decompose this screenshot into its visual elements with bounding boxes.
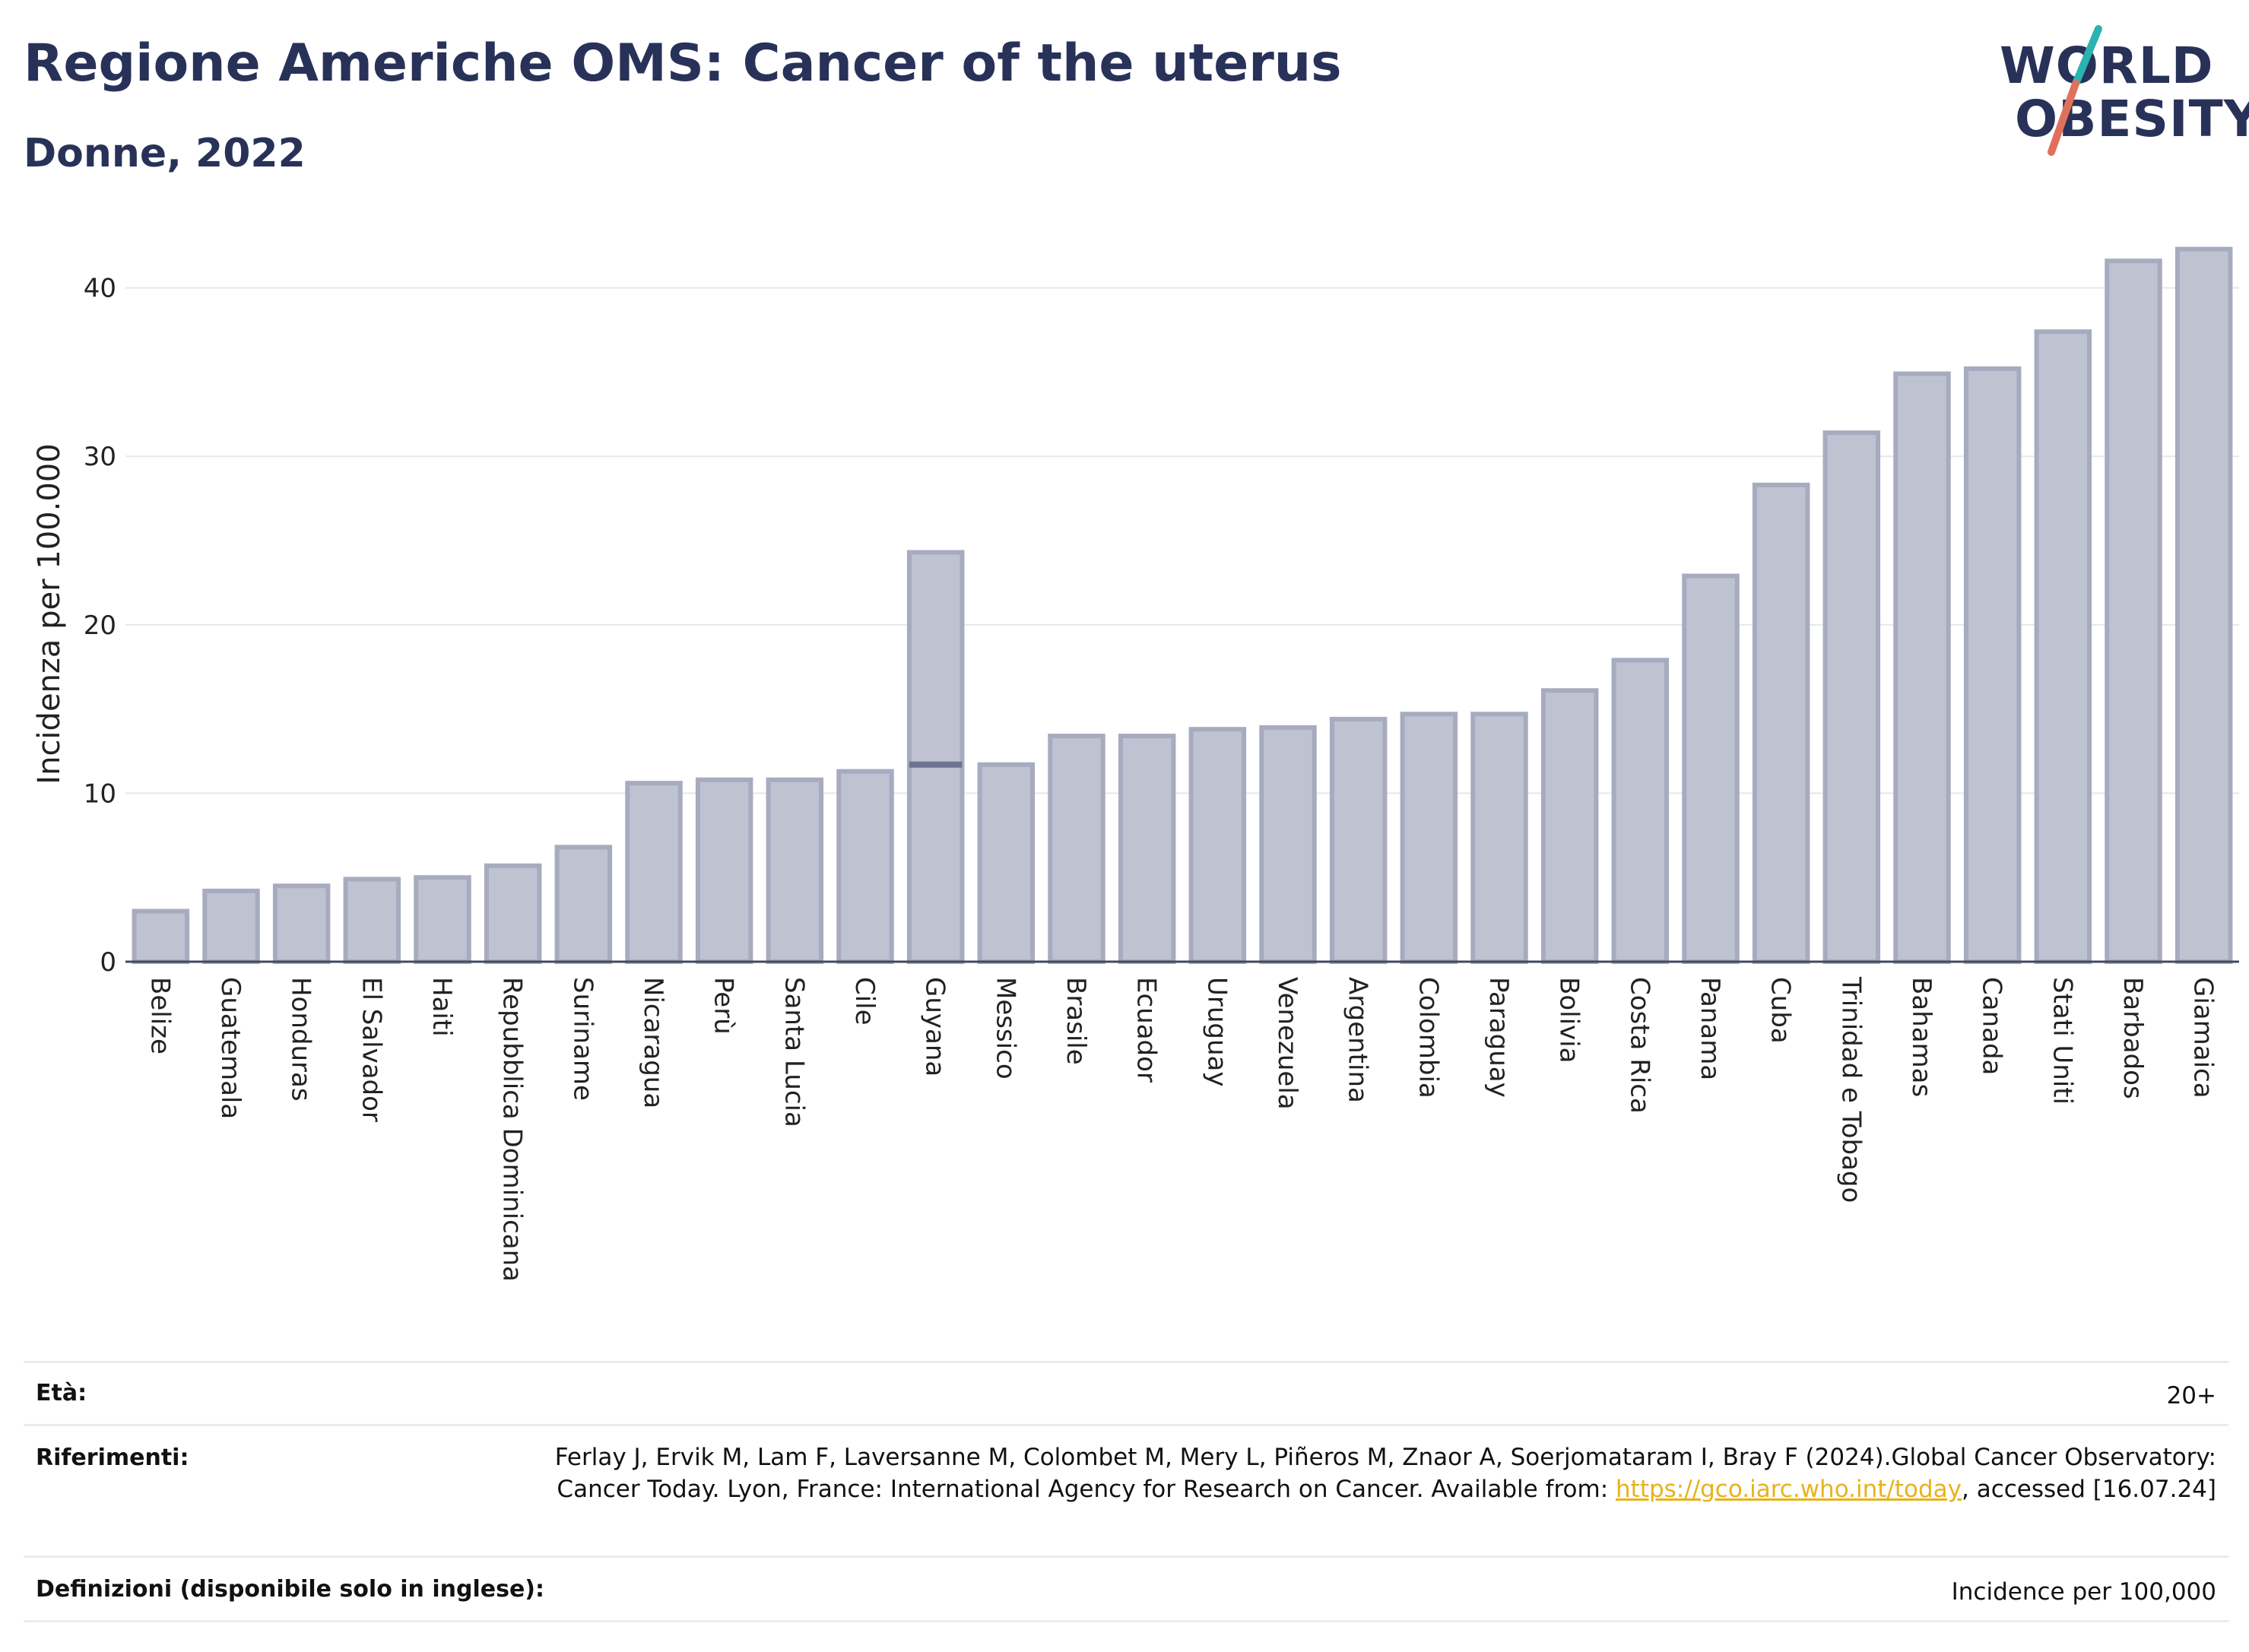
x-tick-label: Perù — [709, 977, 739, 1035]
x-tick-label: Giamaica — [2188, 977, 2219, 1099]
bar — [766, 777, 824, 964]
bar — [1048, 734, 1105, 964]
bar — [625, 781, 683, 965]
definitions-value: Incidence per 100,000 — [1951, 1578, 2216, 1606]
page-title: Regione Americhe OMS: Cancer of the uter… — [24, 33, 1342, 94]
x-tick-label: Honduras — [286, 977, 316, 1102]
logo-slash-icon — [2048, 25, 2102, 156]
references-text: Ferlay J, Ervik M, Lam F, Laversanne M, … — [554, 1444, 2216, 1503]
x-tick-label: Brasile — [1061, 977, 1091, 1065]
bar — [343, 877, 401, 965]
x-tick-label: Guyana — [920, 977, 950, 1076]
footer-row-definitions: Definizioni (disponibile solo in inglese… — [24, 1555, 2228, 1622]
footer-row-age: Età: 20+ — [24, 1361, 2228, 1424]
y-tick-label: 10 — [84, 778, 116, 809]
y-tick-label: 30 — [84, 442, 116, 472]
world-obesity-logo: WORLD OBESITY — [1992, 23, 2249, 160]
x-tick-label: Bolivia — [1554, 977, 1584, 1063]
bar — [414, 875, 471, 964]
bar — [2034, 329, 2092, 964]
y-axis-ticks: 0 10 20 30 40 — [84, 274, 116, 978]
bar — [695, 777, 753, 964]
definitions-label: Definizioni (disponibile solo in inglese… — [36, 1576, 544, 1603]
x-tick-label: Guatemala — [215, 977, 246, 1119]
x-tick-label: Trinidad e Tobago — [1835, 976, 1866, 1203]
x-tick-label: Panama — [1695, 977, 1725, 1080]
bar — [1259, 725, 1317, 964]
bar — [906, 550, 965, 964]
x-tick-label: Repubblica Dominicana — [497, 977, 528, 1282]
page-subtitle: Donne, 2022 — [24, 131, 306, 176]
bars — [132, 246, 2233, 965]
bar — [2174, 246, 2233, 964]
x-tick-label: Costa Rica — [1624, 977, 1654, 1114]
y-axis-title: Incidenza per 100.000 — [32, 443, 67, 784]
x-tick-label: Uruguay — [1201, 977, 1232, 1087]
bar — [272, 883, 331, 965]
x-tick-label: Cile — [849, 977, 880, 1026]
bar — [1540, 688, 1599, 964]
bar — [1822, 430, 1881, 965]
x-tick-label: Venezuela — [1272, 977, 1302, 1110]
x-tick-label: El Salvador — [356, 977, 386, 1122]
references-accessed: , accessed [16.07.24] — [1961, 1476, 2216, 1503]
age-value: 20+ — [2166, 1382, 2216, 1409]
bar — [1611, 658, 1670, 965]
chart-footer: Età: 20+ Riferimenti: Ferlay J, Ervik M,… — [24, 1361, 2228, 1622]
bar — [1400, 712, 1458, 964]
x-tick-label: Belize — [144, 977, 175, 1054]
bar — [484, 863, 542, 964]
x-tick-label: Haiti — [427, 977, 457, 1037]
logo-line-1: WORLD — [2000, 36, 2214, 95]
bar — [1188, 727, 1247, 964]
bar — [977, 762, 1036, 964]
bar-chart: 0 10 20 30 40 Belize Guatemala Honduras El Salv… — [32, 246, 2239, 1282]
bar — [1470, 712, 1528, 964]
references-label: Riferimenti: — [36, 1444, 189, 1471]
bar — [836, 769, 894, 965]
references-value: Ferlay J, Ervik M, Lam F, Laversanne M, … — [468, 1441, 2216, 1505]
x-tick-label: Ecuador — [1131, 977, 1162, 1083]
y-tick-label: 40 — [84, 274, 116, 304]
bar — [554, 845, 613, 964]
x-tick-label: Colombia — [1413, 977, 1443, 1099]
x-tick-label: Suriname — [567, 977, 598, 1101]
bar — [1118, 734, 1176, 964]
footer-row-references: Riferimenti: Ferlay J, Ervik M, Lam F, L… — [24, 1424, 2228, 1555]
bar — [1752, 482, 1810, 965]
bar — [132, 908, 190, 964]
bar — [2105, 258, 2162, 964]
bar — [1893, 371, 1951, 965]
x-tick-label: Bahamas — [1906, 977, 1937, 1097]
references-link[interactable]: https://gco.iarc.who.int/today — [1616, 1476, 1962, 1503]
x-axis-labels: Belize Guatemala Honduras El Salvador Haiti R… — [144, 976, 2218, 1282]
x-tick-label: Nicaragua — [638, 977, 668, 1108]
x-tick-label: Canada — [1977, 977, 2007, 1075]
bar — [1329, 716, 1388, 965]
bar — [1682, 573, 1740, 964]
bar — [1963, 366, 2022, 964]
age-label: Età: — [36, 1380, 87, 1406]
x-tick-label: Cuba — [1765, 977, 1796, 1044]
bar — [202, 888, 260, 965]
y-tick-label: 0 — [100, 947, 116, 978]
y-tick-label: 20 — [84, 610, 116, 641]
x-tick-label: Stati Uniti — [2047, 977, 2077, 1105]
x-tick-label: Messico — [990, 977, 1020, 1080]
x-tick-label: Santa Lucia — [779, 977, 809, 1127]
x-tick-label: Paraguay — [1483, 977, 1514, 1098]
x-tick-label: Argentina — [1343, 977, 1373, 1103]
x-tick-label: Barbados — [2117, 977, 2148, 1099]
